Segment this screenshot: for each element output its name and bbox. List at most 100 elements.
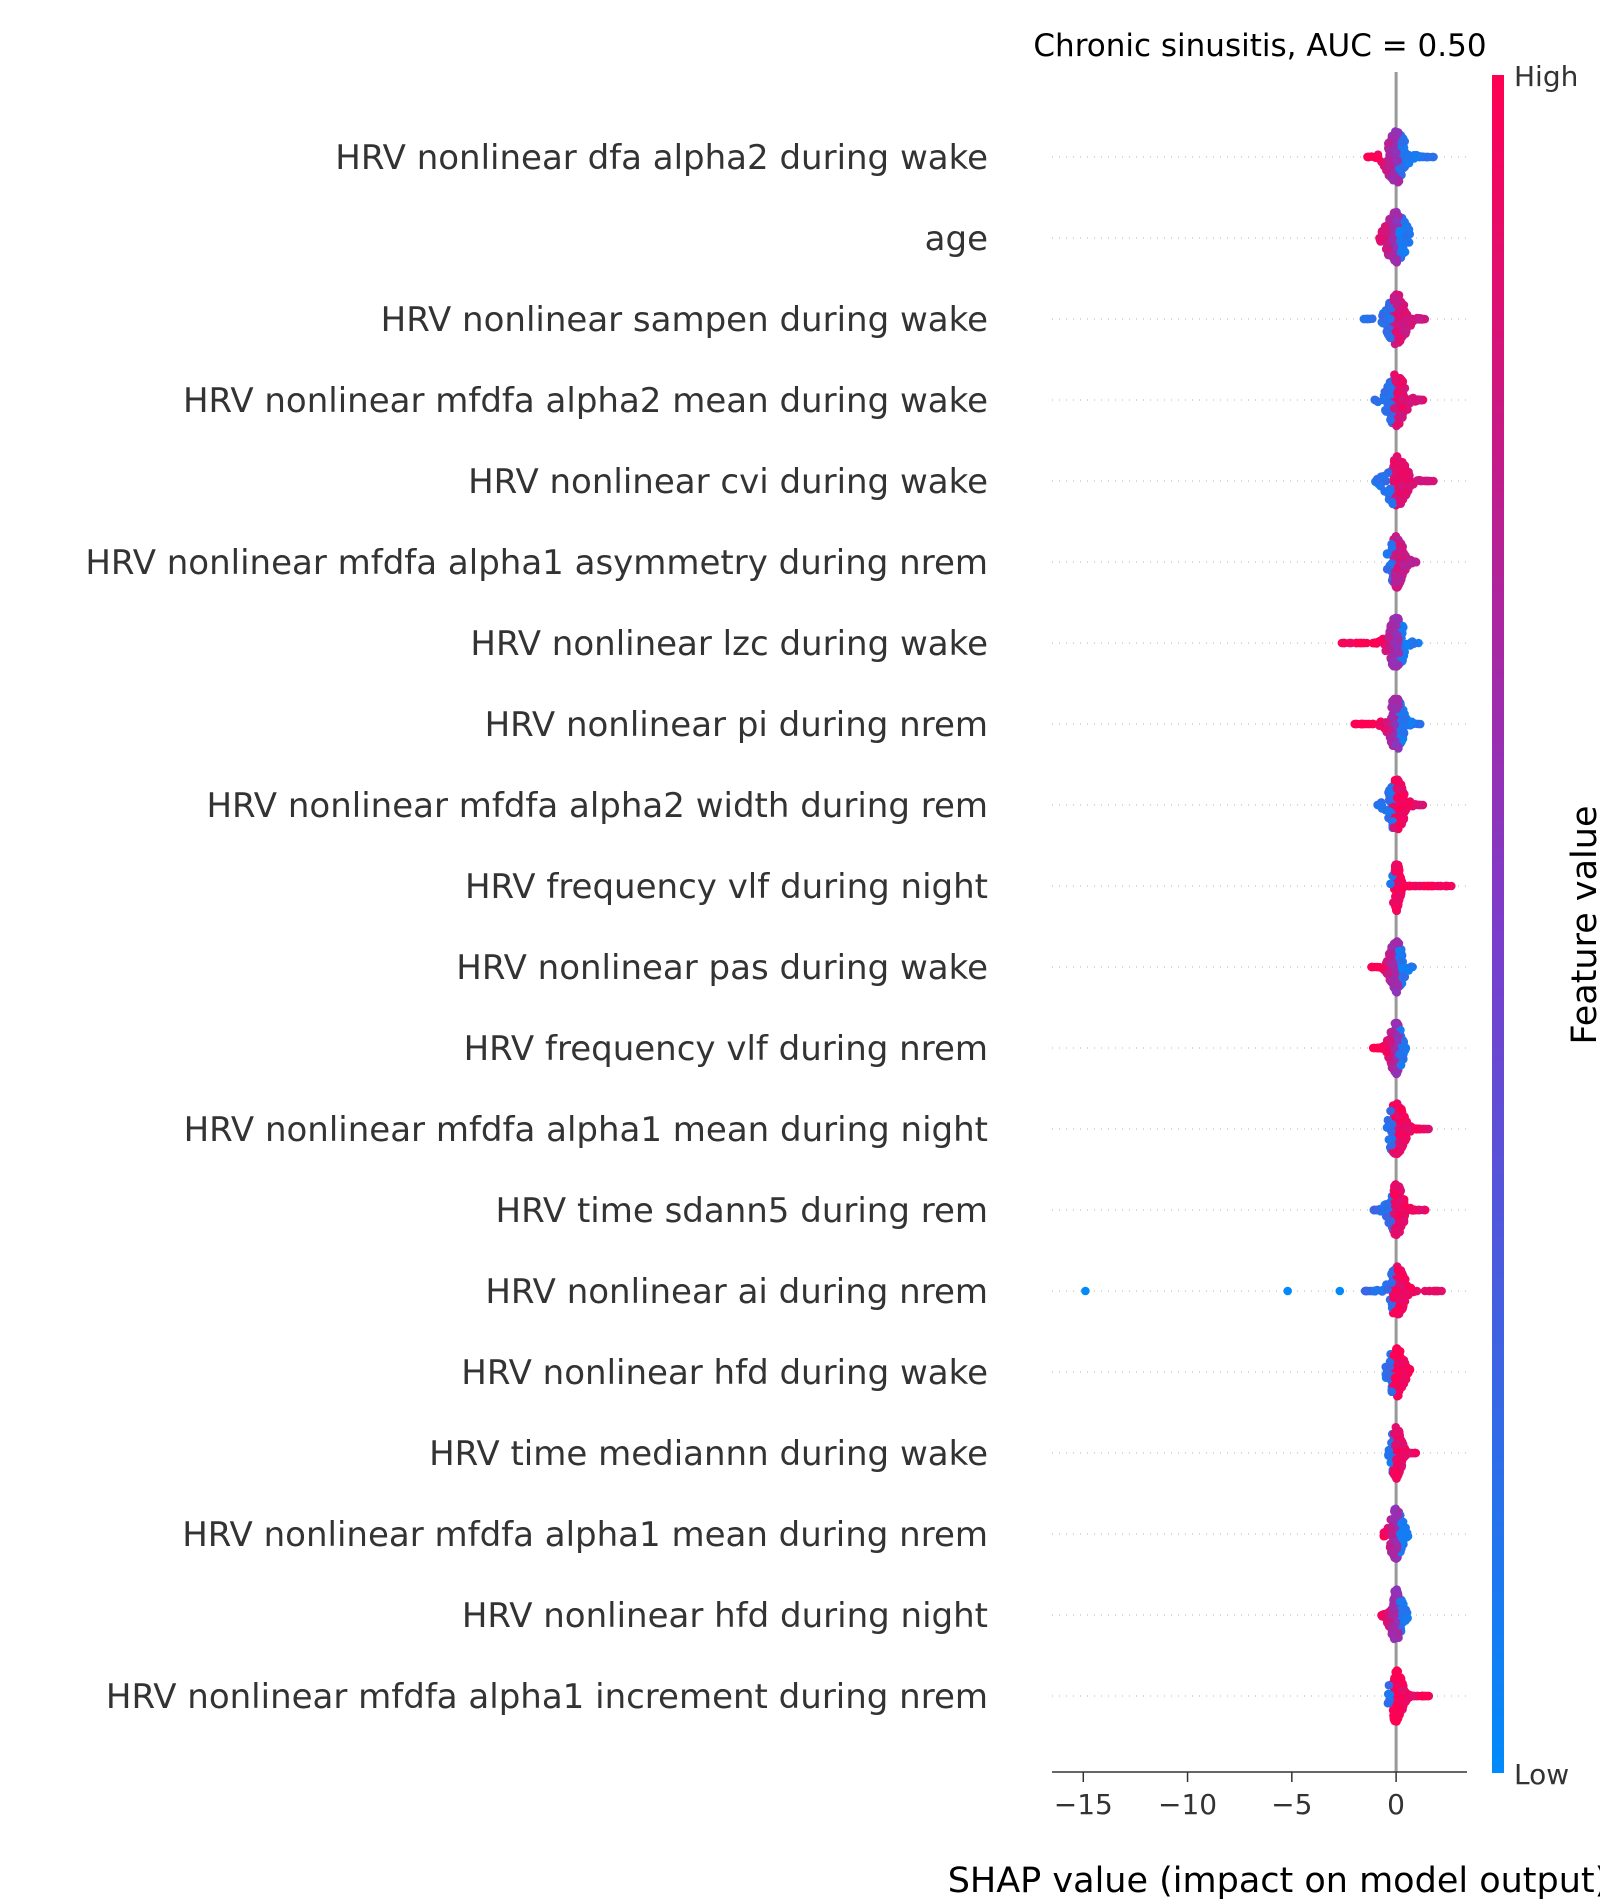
shap-point bbox=[1404, 881, 1414, 891]
shap-point bbox=[1390, 404, 1399, 413]
shap-point bbox=[1394, 648, 1404, 658]
shap-point bbox=[1384, 487, 1394, 497]
shap-point bbox=[1374, 1043, 1384, 1053]
shap-point bbox=[1382, 1201, 1392, 1210]
feature-label: HRV time mediannn during wake bbox=[429, 1434, 988, 1474]
shap-outlier-point bbox=[1081, 1286, 1090, 1296]
shap-point bbox=[1388, 959, 1397, 969]
shap-point bbox=[1385, 160, 1395, 170]
feature-label: HRV nonlinear mfdfa alpha1 mean during n… bbox=[182, 1515, 988, 1555]
shap-point bbox=[1345, 638, 1355, 648]
shap-point bbox=[1409, 1691, 1418, 1701]
feature-label: HRV frequency vlf during night bbox=[465, 867, 988, 907]
shap-point bbox=[1391, 1702, 1400, 1711]
shap-point bbox=[1393, 1667, 1403, 1676]
shap-point bbox=[1392, 563, 1402, 573]
feature-label: HRV nonlinear hfd during wake bbox=[461, 1353, 988, 1393]
shap-point bbox=[1375, 721, 1384, 730]
shap-point bbox=[1386, 1027, 1396, 1037]
shap-point bbox=[1392, 216, 1401, 226]
feature-label: HRV nonlinear mfdfa alpha2 width during … bbox=[206, 786, 988, 826]
shap-point bbox=[1412, 151, 1422, 160]
shap-point bbox=[1395, 1597, 1405, 1606]
feature-label: HRV nonlinear hfd during night bbox=[462, 1596, 988, 1636]
shap-point bbox=[1393, 1265, 1403, 1275]
shap-point bbox=[1415, 719, 1425, 729]
shap-point bbox=[1388, 1610, 1397, 1619]
shap-point bbox=[1402, 238, 1411, 247]
shap-point bbox=[1387, 1387, 1397, 1397]
shap-point bbox=[1394, 1510, 1403, 1520]
shap-point bbox=[1388, 234, 1397, 243]
shap-point bbox=[1397, 553, 1406, 562]
shap-point bbox=[1399, 1376, 1408, 1386]
shap-point bbox=[1390, 867, 1400, 876]
shap-point bbox=[1381, 718, 1391, 727]
shap-point bbox=[1400, 489, 1410, 498]
shap-point bbox=[1398, 377, 1408, 386]
shap-point bbox=[1384, 1372, 1393, 1381]
feature-label: HRV nonlinear mfdfa alpha2 mean during w… bbox=[183, 381, 988, 421]
shap-point bbox=[1392, 784, 1402, 793]
shap-point bbox=[1389, 656, 1398, 666]
shap-point bbox=[1384, 1449, 1393, 1459]
shap-point bbox=[1363, 152, 1372, 162]
feature-label: HRV nonlinear pi during nrem bbox=[485, 705, 988, 745]
chart-title: Chronic sinusitis, AUC = 0.50 bbox=[1033, 28, 1486, 64]
feature-label: HRV nonlinear mfdfa alpha1 increment dur… bbox=[106, 1677, 988, 1717]
shap-outlier-point bbox=[1283, 1286, 1292, 1296]
shap-point bbox=[1380, 387, 1390, 397]
x-tick-label: 0 bbox=[1387, 1788, 1405, 1821]
feature-label: HRV time sdann5 during rem bbox=[496, 1191, 988, 1231]
shap-point bbox=[1387, 976, 1396, 986]
shap-point bbox=[1397, 482, 1407, 491]
shap-point bbox=[1390, 457, 1399, 467]
shap-point bbox=[1390, 1190, 1399, 1200]
shap-point bbox=[1384, 138, 1394, 147]
shap-point bbox=[1394, 1628, 1403, 1638]
x-tick-label: −15 bbox=[1054, 1788, 1113, 1821]
shap-point bbox=[1393, 981, 1402, 990]
shap-point bbox=[1384, 1135, 1394, 1144]
shap-point bbox=[1397, 1686, 1407, 1696]
shap-point bbox=[1406, 481, 1415, 491]
shap-point bbox=[1401, 1523, 1410, 1533]
shap-point bbox=[1398, 1440, 1408, 1449]
shap-point bbox=[1423, 476, 1432, 486]
x-axis-title: SHAP value (impact on model output) bbox=[948, 1861, 1600, 1900]
shap-point bbox=[1387, 1530, 1397, 1539]
shap-point bbox=[1398, 460, 1407, 469]
shap-point bbox=[1398, 1292, 1407, 1302]
shap-point bbox=[1390, 695, 1400, 704]
shap-point bbox=[1400, 972, 1410, 982]
shap-point bbox=[1385, 951, 1394, 961]
shap-point bbox=[1390, 1373, 1400, 1383]
shap-point bbox=[1384, 632, 1393, 642]
shap-point bbox=[1406, 557, 1416, 567]
shap-point bbox=[1395, 226, 1404, 236]
shap-point bbox=[1396, 1129, 1406, 1139]
shap-point bbox=[1389, 1350, 1399, 1360]
shap-point bbox=[1392, 1460, 1402, 1470]
shap-point bbox=[1399, 560, 1408, 569]
shap-point bbox=[1382, 1047, 1391, 1057]
x-tick-label: −5 bbox=[1271, 1788, 1312, 1821]
shap-point bbox=[1392, 1286, 1401, 1296]
shap-point bbox=[1382, 564, 1392, 574]
shap-point bbox=[1370, 1286, 1379, 1296]
shap-point bbox=[1381, 244, 1391, 254]
shap-point bbox=[1369, 1205, 1379, 1215]
shap-point bbox=[1373, 474, 1382, 484]
feature-label: HRV nonlinear cvi during wake bbox=[468, 462, 988, 502]
shap-point bbox=[1406, 1283, 1416, 1293]
x-ticks: −15 −10 −5 0 bbox=[1054, 1772, 1405, 1821]
shap-point bbox=[1394, 176, 1404, 186]
shap-point bbox=[1418, 1124, 1427, 1134]
colorbar-high-label: High bbox=[1514, 60, 1578, 93]
shap-point bbox=[1409, 395, 1418, 405]
colorbar bbox=[1492, 75, 1504, 1773]
shap-point bbox=[1389, 1711, 1398, 1720]
shap-point bbox=[1379, 471, 1389, 481]
shap-point bbox=[1371, 153, 1381, 162]
